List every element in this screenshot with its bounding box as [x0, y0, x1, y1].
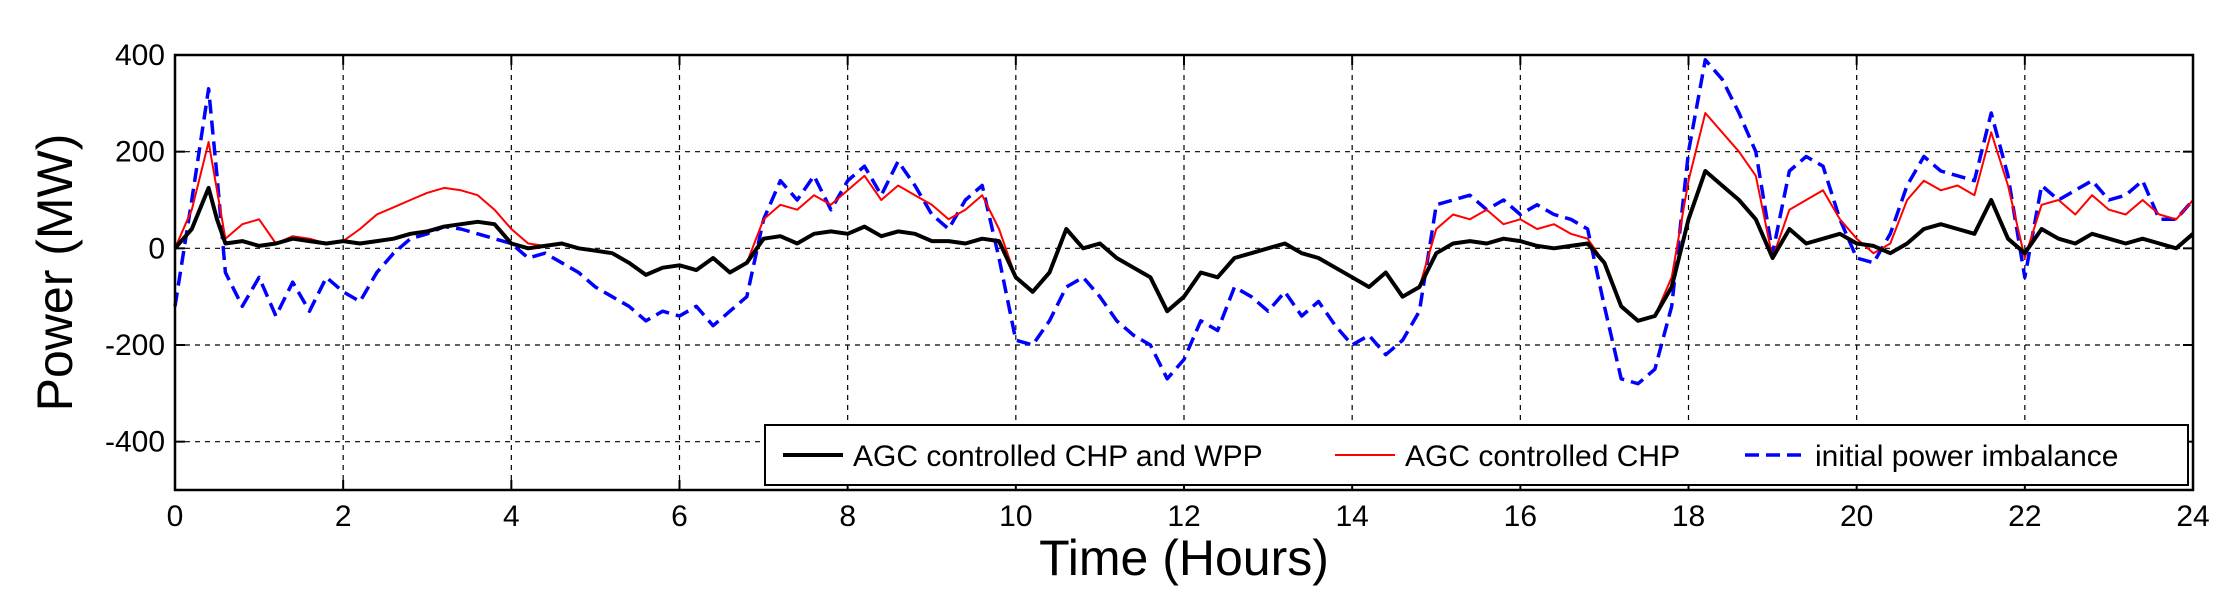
x-tick-label: 22 — [2008, 500, 2041, 533]
x-axis-title: Time (Hours) — [1039, 530, 1329, 586]
y-tick-label: -200 — [105, 329, 165, 362]
y-axis-title: Power (MW) — [27, 134, 83, 412]
x-tick-label: 0 — [167, 500, 184, 533]
legend-label-0: AGC controlled CHP and WPP — [853, 440, 1263, 473]
x-tick-label: 24 — [2176, 500, 2209, 533]
x-tick-label: 4 — [503, 500, 520, 533]
legend-box — [764, 424, 2189, 486]
y-tick-label: 200 — [115, 136, 165, 169]
x-tick-label: 16 — [1504, 500, 1537, 533]
legend-label-1: AGC controlled CHP — [1405, 440, 1680, 473]
series-lines — [173, 58, 2195, 386]
y-tick-label: -400 — [105, 426, 165, 459]
series-line-0 — [173, 169, 2195, 323]
legend-label-2: initial power imbalance — [1815, 440, 2119, 473]
x-tick-label: 20 — [1840, 500, 1873, 533]
x-tick-label: 18 — [1672, 500, 1705, 533]
y-tick-label: 400 — [115, 39, 165, 72]
x-tick-label: 6 — [671, 500, 688, 533]
series-line-2 — [173, 58, 2195, 386]
legend: AGC controlled CHP and WPP AGC controlled… — [764, 424, 2189, 486]
x-tick-label: 2 — [335, 500, 352, 533]
x-tick-label: 10 — [999, 500, 1032, 533]
x-tick-label: 14 — [1335, 500, 1368, 533]
x-tick-label: 8 — [839, 500, 856, 533]
x-tick-label: 12 — [1167, 500, 1200, 533]
y-tick-label: 0 — [148, 232, 165, 265]
